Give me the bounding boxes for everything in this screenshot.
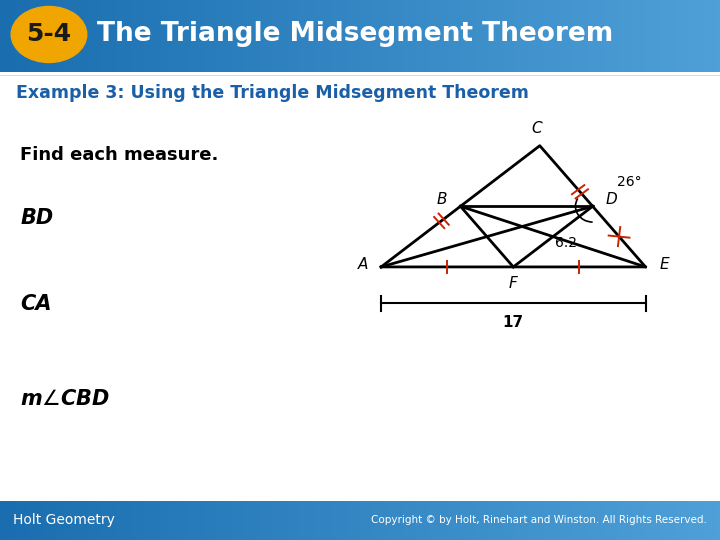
Text: F: F: [509, 276, 518, 292]
Text: C: C: [532, 121, 542, 136]
Text: 17: 17: [503, 315, 524, 330]
Ellipse shape: [12, 6, 86, 63]
Text: D: D: [606, 192, 617, 206]
Text: Find each measure.: Find each measure.: [20, 146, 219, 164]
Text: B: B: [437, 192, 447, 206]
Text: The Triangle Midsegment Theorem: The Triangle Midsegment Theorem: [97, 22, 613, 48]
Text: 6.2: 6.2: [555, 235, 577, 249]
Text: E: E: [660, 257, 669, 272]
Text: 26°: 26°: [617, 175, 642, 189]
Text: 5-4: 5-4: [27, 23, 71, 46]
Text: CA: CA: [20, 294, 52, 314]
Text: Holt Geometry: Holt Geometry: [13, 514, 114, 527]
Text: Example 3: Using the Triangle Midsegment Theorem: Example 3: Using the Triangle Midsegment…: [16, 84, 528, 103]
Text: Copyright © by Holt, Rinehart and Winston. All Rights Reserved.: Copyright © by Holt, Rinehart and Winsto…: [372, 515, 707, 525]
Text: BD: BD: [20, 208, 53, 228]
Text: A: A: [357, 257, 368, 272]
Text: m$\angle$CBD: m$\angle$CBD: [20, 388, 110, 408]
